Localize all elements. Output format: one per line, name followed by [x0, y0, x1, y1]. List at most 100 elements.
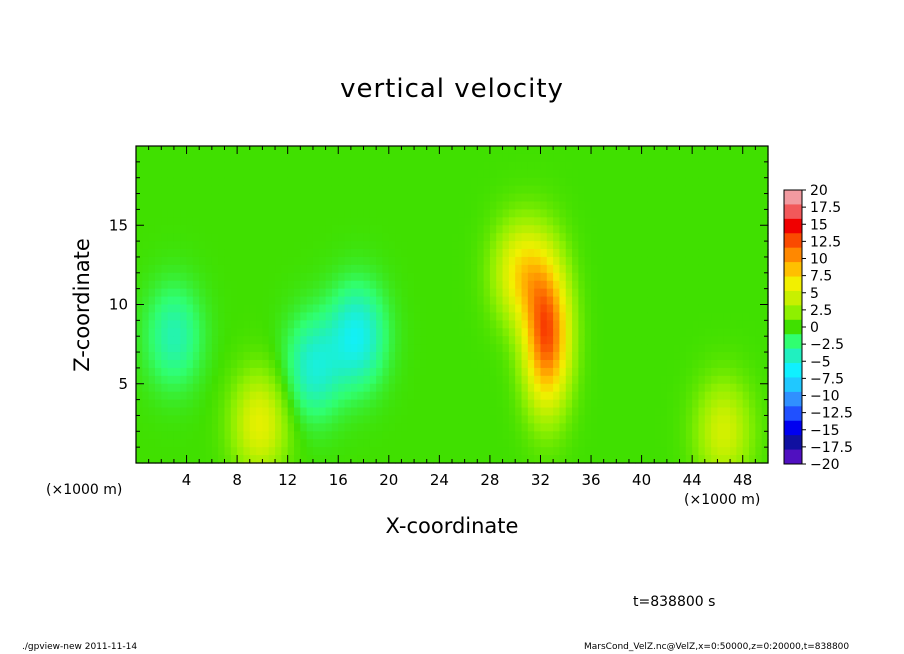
heatmap-cell	[679, 201, 687, 210]
heatmap-cell	[622, 272, 630, 282]
heatmap-cell	[439, 431, 447, 440]
heatmap-cell	[154, 185, 162, 195]
heatmap-cell	[483, 359, 491, 369]
heatmap-cell	[136, 169, 143, 179]
heatmap-cell	[527, 423, 535, 432]
heatmap-cell	[224, 241, 232, 250]
heatmap-cell	[376, 146, 384, 155]
heatmap-cell	[723, 352, 731, 361]
heatmap-cell	[192, 312, 200, 321]
heatmap-cell	[742, 225, 750, 234]
heatmap-cell	[578, 455, 586, 464]
heatmap-cell	[306, 304, 314, 314]
heatmap-cell	[654, 201, 662, 210]
heatmap-cell	[515, 423, 523, 432]
heatmap-cell	[357, 146, 365, 155]
heatmap-cell	[256, 193, 263, 203]
heatmap-cell	[281, 383, 289, 393]
heatmap-cell	[262, 209, 270, 218]
heatmap-cell	[502, 312, 510, 321]
heatmap-cell	[338, 153, 346, 163]
heatmap-cell	[388, 336, 396, 345]
heatmap-cell	[736, 447, 744, 456]
heatmap-cell	[180, 264, 188, 274]
heatmap-cell	[388, 209, 396, 218]
heatmap-cell	[230, 153, 238, 163]
heatmap-cell	[698, 431, 706, 440]
heatmap-cell	[275, 304, 282, 314]
heatmap-cell	[489, 256, 497, 266]
heatmap-cell	[508, 169, 516, 179]
heatmap-cell	[698, 439, 706, 448]
heatmap-cell	[704, 217, 712, 226]
heatmap-cell	[584, 217, 592, 226]
heatmap-cell	[420, 296, 428, 306]
heatmap-cell	[281, 431, 289, 440]
heatmap-cell	[388, 233, 396, 242]
heatmap-cell	[433, 304, 440, 314]
heatmap-cell	[287, 391, 295, 401]
x-unit-label-right: (×1000 m)	[684, 492, 761, 508]
heatmap-cell	[717, 431, 725, 440]
heatmap-cell	[287, 193, 295, 203]
heatmap-cell	[312, 312, 320, 321]
heatmap-cell	[546, 423, 554, 432]
heatmap-cell	[742, 241, 750, 250]
heatmap-cell	[357, 455, 365, 464]
heatmap-cell	[281, 177, 289, 187]
heatmap-cell	[256, 249, 263, 258]
heatmap-cell	[654, 312, 662, 321]
heatmap-cell	[452, 161, 459, 171]
heatmap-cell	[338, 455, 346, 464]
heatmap-cell	[730, 201, 737, 210]
heatmap-cell	[641, 280, 649, 290]
heatmap-cell	[572, 153, 579, 163]
heatmap-cell	[610, 280, 617, 290]
heatmap-cell	[597, 288, 605, 298]
heatmap-cell	[407, 153, 415, 163]
heatmap-cell	[148, 272, 156, 282]
heatmap-cell	[660, 296, 668, 306]
heatmap-cell	[420, 423, 428, 432]
heatmap-cell	[496, 296, 504, 306]
heatmap-cell	[414, 328, 421, 337]
heatmap-cell	[211, 320, 219, 329]
heatmap-cell	[268, 193, 276, 203]
heatmap-cell	[439, 399, 447, 409]
heatmap-cell	[287, 399, 295, 409]
heatmap-cell	[508, 256, 516, 266]
heatmap-cell	[736, 336, 744, 345]
heatmap-cell	[723, 217, 731, 226]
heatmap-cell	[711, 217, 719, 226]
heatmap-cell	[483, 161, 491, 171]
heatmap-cell	[388, 375, 396, 385]
heatmap-cell	[218, 391, 226, 401]
heatmap-cell	[420, 359, 428, 369]
heatmap-cell	[306, 225, 314, 234]
heatmap-cell	[319, 447, 327, 456]
heatmap-cell	[458, 391, 466, 401]
heatmap-cell	[553, 304, 561, 314]
heatmap-cell	[521, 383, 529, 393]
heatmap-cell	[420, 336, 428, 345]
heatmap-cell	[136, 249, 143, 258]
heatmap-cell	[142, 344, 150, 353]
heatmap-cell	[464, 375, 472, 385]
heatmap-cell	[344, 225, 352, 234]
heatmap-cell	[363, 352, 371, 361]
heatmap-cell	[591, 455, 598, 464]
heatmap-cell	[136, 415, 143, 424]
heatmap-cell	[755, 201, 763, 210]
heatmap-cell	[521, 359, 529, 369]
heatmap-cell	[603, 423, 611, 432]
heatmap-cell	[711, 241, 719, 250]
heatmap-cell	[439, 209, 447, 218]
heatmap-cell	[243, 193, 251, 203]
heatmap-cell	[534, 359, 542, 369]
heatmap-cell	[654, 280, 662, 290]
heatmap-cell	[218, 272, 226, 282]
heatmap-cell	[148, 304, 156, 314]
heatmap-cell	[666, 201, 674, 210]
heatmap-cell	[300, 439, 308, 448]
heatmap-cell	[369, 153, 377, 163]
